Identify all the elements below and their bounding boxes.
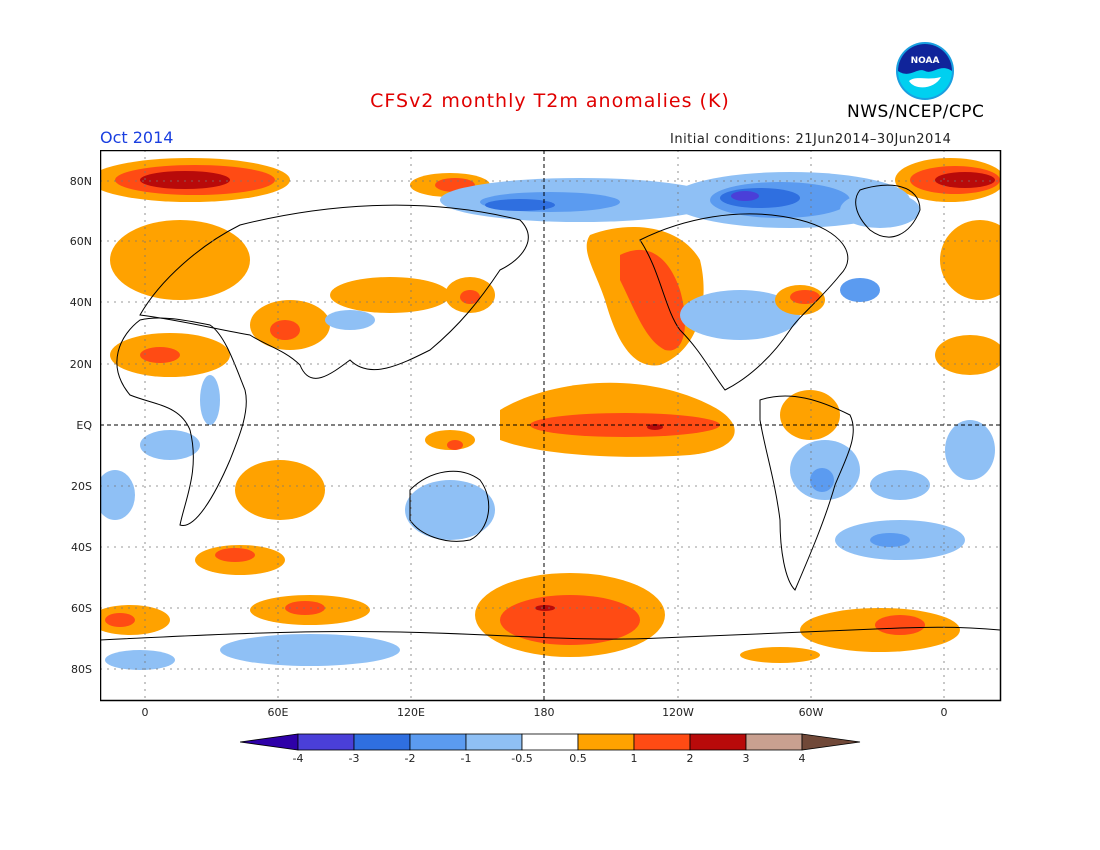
warm-anomaly-west-europe	[940, 220, 1000, 300]
hot-anomaly-arctic-wrap-core	[935, 172, 995, 188]
cold-anomaly-atlantic	[840, 278, 880, 302]
colorbar-label-n1: -1	[460, 752, 472, 765]
cold-anomaly-us	[680, 290, 800, 340]
logo-text: NOAA	[911, 56, 940, 66]
coast-africa	[116, 317, 247, 526]
lat-label-80n: 80N	[69, 175, 92, 188]
cold-anomaly-greenland	[840, 192, 920, 228]
colorbar	[240, 733, 861, 751]
cold-anomaly-east-africa	[200, 375, 220, 425]
colorbar-label-n4: -4	[292, 752, 304, 765]
colorbar-bin-n1	[409, 733, 467, 751]
noaa-logo: NOAA	[896, 42, 954, 100]
colorbar-label-n05: -0.5	[511, 752, 533, 765]
cold-anomaly-brazil-core	[810, 468, 834, 492]
colorbar-bin-p3	[745, 733, 803, 751]
lat-label-20s: 20S	[71, 480, 92, 493]
lat-label-40n: 40N	[69, 296, 92, 309]
lat-label-20n: 20N	[69, 358, 92, 371]
lat-label-60n: 60N	[69, 235, 92, 248]
colorbar-bin-p05	[577, 733, 635, 751]
colorbar-bin-zero	[521, 733, 579, 751]
forecast-month: Oct 2014	[100, 128, 174, 147]
hot-anomaly-new-guinea	[447, 440, 463, 450]
cold-anomaly-west-africa-sea	[100, 470, 135, 520]
lon-label-0-wrap: 0	[940, 706, 948, 719]
warm-anomaly-amazon	[780, 390, 840, 440]
lat-label-80s: 80S	[71, 663, 92, 676]
warm-anomaly-sahara-wrap	[935, 335, 1000, 375]
lon-label-120w: 120W	[662, 706, 694, 719]
lon-label-120e: 120E	[397, 706, 425, 719]
cold-anomaly-south-atlantic-core	[870, 533, 910, 547]
coast-australia	[409, 470, 490, 542]
hot-anomaly-south-atlantic	[105, 613, 135, 627]
colorbar-bin-p2	[689, 733, 747, 751]
hot-anomaly-east-us	[790, 290, 820, 304]
lat-label-eq: EQ	[76, 419, 92, 432]
warm-anomaly-europe	[110, 220, 250, 300]
colorbar-label-p1: 1	[630, 752, 638, 765]
hot-anomaly-arctic-europe-core	[140, 171, 230, 189]
lon-label-180: 180	[533, 706, 555, 719]
hot-anomaly-middle-east	[270, 320, 300, 340]
colorbar-bin-n05	[465, 733, 523, 751]
colorbar-label-p3: 3	[742, 752, 750, 765]
colorbar-label-p4: 4	[798, 752, 806, 765]
map-title: CFSv2 monthly T2m anomalies (K)	[370, 90, 730, 112]
coast-north-america	[639, 213, 849, 391]
coast-eurasia	[139, 204, 529, 379]
anomaly-map	[100, 150, 1002, 702]
cold-anomaly-siberia-strong	[485, 199, 555, 211]
colorbar-bin-n2	[353, 733, 411, 751]
colorbar-bin-p1	[633, 733, 691, 751]
agency-label: NWS/NCEP/CPC	[847, 102, 985, 122]
cold-anomaly-australia	[405, 480, 495, 540]
cold-anomaly-antarctic	[220, 634, 400, 666]
cold-anomaly-canada-strong	[720, 188, 800, 208]
hot-anomaly-south-indian	[215, 548, 255, 562]
coast-greenland	[855, 184, 921, 238]
hot-anomaly-ne-pacific	[620, 249, 685, 351]
lat-label-40s: 40S	[71, 541, 92, 554]
colorbar-label-p05: 0.5	[569, 752, 587, 765]
anomaly-fields	[100, 158, 1000, 670]
lon-label-0: 0	[141, 706, 149, 719]
coast-south-america	[759, 395, 854, 591]
hot-anomaly-south-atlantic-east	[875, 615, 925, 635]
cold-anomaly-tibet	[325, 310, 375, 330]
hot-anomaly-japan	[460, 290, 480, 304]
lon-label-60e: 60E	[267, 706, 289, 719]
colorbar-bin-n3	[297, 733, 355, 751]
initial-conditions-label: Initial conditions: 21Jun2014–30Jun2014	[670, 132, 952, 147]
colorbar-low-arrow	[240, 733, 299, 751]
coast-antarctica	[100, 626, 1001, 641]
colorbar-label-n2: -2	[404, 752, 416, 765]
lat-label-60s: 60S	[71, 602, 92, 615]
warm-anomaly-central-asia	[330, 277, 450, 313]
cold-anomaly-antarctic-east	[105, 650, 175, 670]
hot-anomaly-sahara	[140, 347, 180, 363]
max-anomaly-equatorial-pacific	[647, 424, 663, 430]
hot-anomaly-south-pacific	[500, 595, 640, 645]
cold-anomaly-wrap-atlantic	[945, 420, 995, 480]
coastlines	[100, 184, 1001, 641]
colorbar-high-arrow	[801, 733, 861, 751]
cold-anomaly-gulf-guinea	[140, 430, 200, 460]
max-anomaly-south-pacific	[535, 605, 555, 611]
colorbar-label-p2: 2	[686, 752, 694, 765]
warm-anomaly-indian-ocean	[235, 460, 325, 520]
cold-anomaly-sa-east	[870, 470, 930, 500]
colorbar-label-n3: -3	[348, 752, 360, 765]
cold-anomaly-canada-max	[731, 191, 759, 201]
warm-anomaly-antarctic-west	[740, 647, 820, 663]
lon-label-60w: 60W	[798, 706, 824, 719]
map-frame	[100, 150, 1002, 702]
